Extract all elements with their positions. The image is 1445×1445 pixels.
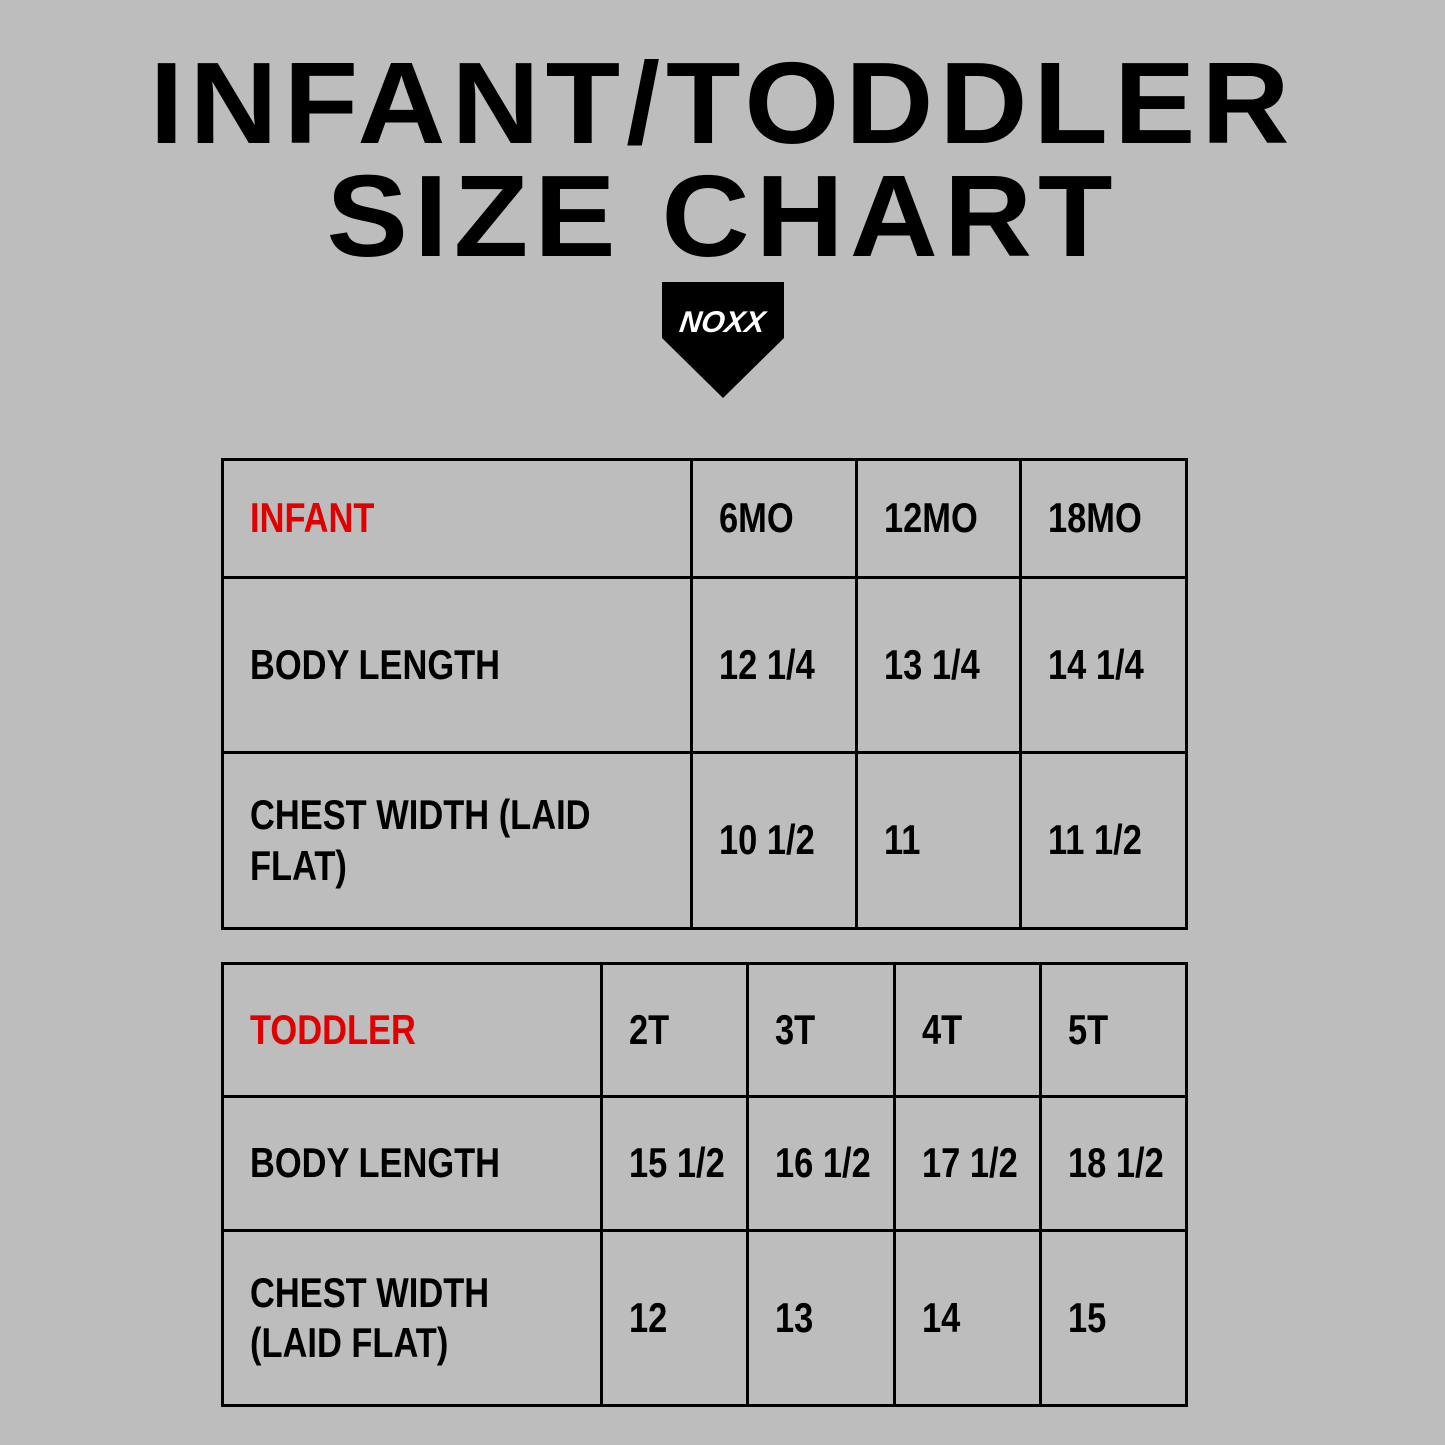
table-row: BODY LENGTH 12 1/4 13 1/4 14 1/4 — [221, 576, 1188, 754]
svg-text:NOXX: NOXX — [678, 306, 769, 339]
header-cell: 6MO — [690, 458, 858, 579]
header-cell: 12MO — [854, 458, 1023, 579]
table-cell: 15 — [1038, 1229, 1189, 1407]
table-row: CHEST WIDTH (LAID FLAT) 12 13 14 15 — [221, 1229, 1189, 1407]
row-label: CHEST WIDTH (LAID FLAT) — [221, 1229, 603, 1407]
table-header-row: INFANT 6MO 12MO 18MO — [221, 458, 1188, 579]
table-cell: 11 1/2 — [1019, 751, 1188, 930]
table-cell: 13 — [746, 1229, 896, 1407]
noxx-logo: NOXX — [662, 282, 784, 398]
table-cell: 10 1/2 — [690, 751, 858, 930]
header-cell: TODDLER — [221, 962, 603, 1098]
table-cell: 12 — [599, 1229, 750, 1407]
toddler-size-table: TODDLER 2T 3T 4T 5T BODY LENGTH 15 1/2 1… — [221, 962, 1189, 1407]
header-cell: 3T — [746, 962, 896, 1098]
table-row: BODY LENGTH 15 1/2 16 1/2 17 1/2 18 1/2 — [221, 1095, 1189, 1232]
table-cell: 16 1/2 — [746, 1095, 896, 1232]
header-cell: 4T — [892, 962, 1042, 1098]
table-cell: 12 1/4 — [690, 576, 858, 754]
table-cell: 13 1/4 — [854, 576, 1023, 754]
row-label: BODY LENGTH — [221, 1095, 603, 1232]
table-cell: 14 1/4 — [1019, 576, 1188, 754]
row-label: BODY LENGTH — [221, 576, 693, 754]
title-line-2: SIZE CHART — [326, 151, 1119, 281]
table-cell: 11 — [854, 751, 1023, 930]
infant-size-table: INFANT 6MO 12MO 18MO BODY LENGTH 12 1/4 … — [221, 458, 1188, 930]
title-line-1: INFANT/TODDLER — [149, 38, 1296, 168]
table-cell: 18 1/2 — [1038, 1095, 1189, 1232]
header-cell: INFANT — [221, 458, 693, 579]
table-cell: 14 — [892, 1229, 1042, 1407]
table-cell: 15 1/2 — [599, 1095, 750, 1232]
table-header-row: TODDLER 2T 3T 4T 5T — [221, 962, 1189, 1098]
table-cell: 17 1/2 — [892, 1095, 1042, 1232]
header-cell: 18MO — [1019, 458, 1188, 579]
header-cell: 2T — [599, 962, 750, 1098]
header-cell: 5T — [1038, 962, 1189, 1098]
table-row: CHEST WIDTH (LAID FLAT) 10 1/2 11 11 1/2 — [221, 751, 1188, 930]
row-label: CHEST WIDTH (LAID FLAT) — [221, 751, 693, 930]
